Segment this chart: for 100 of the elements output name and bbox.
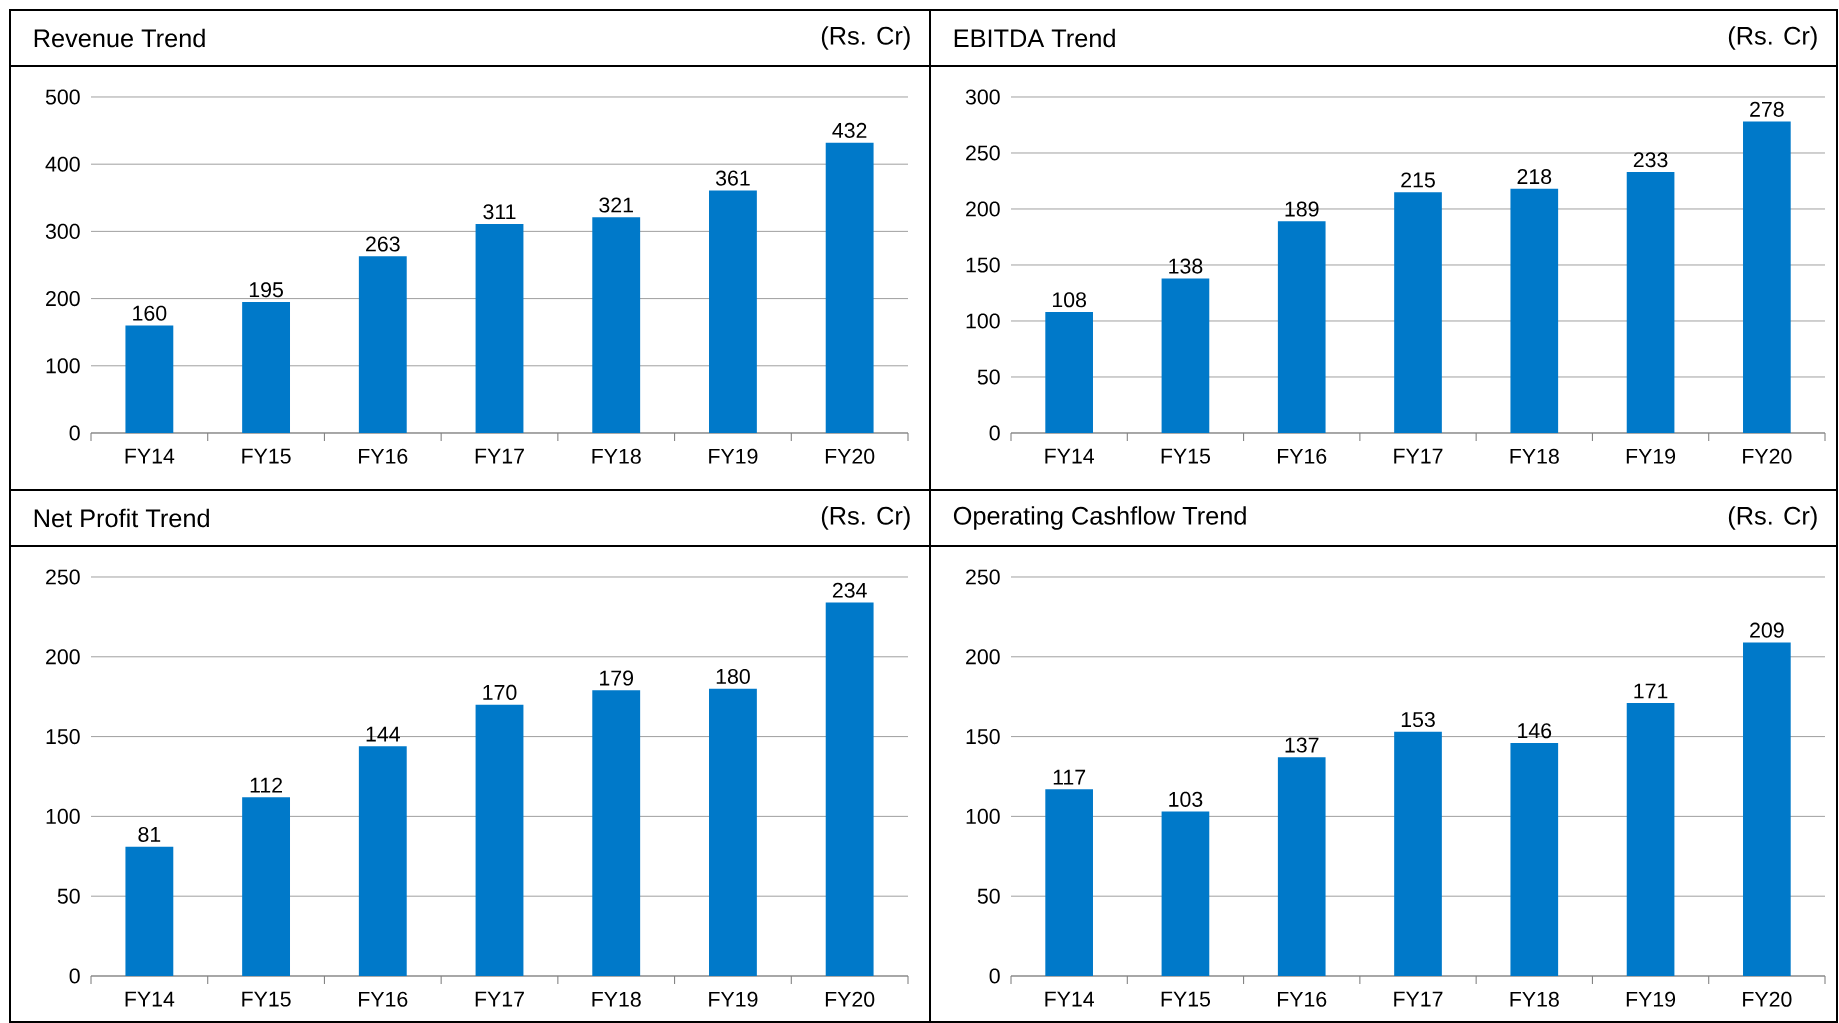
- chart-title: EBITDA Trend: [954, 28, 1115, 48]
- y-tick-label: 50: [57, 888, 80, 904]
- x-tick-label: FY19: [1626, 448, 1676, 464]
- x-tick-label: FY19: [1626, 991, 1676, 1007]
- x-tick-label: FY19: [709, 448, 758, 464]
- bar: [592, 217, 641, 433]
- data-label: 170: [483, 684, 517, 700]
- y-tick-label: 300: [45, 223, 80, 239]
- y-tick-label: 200: [966, 201, 1000, 217]
- data-label: 195: [249, 282, 283, 298]
- bar: [1743, 121, 1791, 433]
- data-label: 103: [1169, 791, 1203, 807]
- chart-title: Revenue Trend: [34, 28, 205, 48]
- chart-title: Net Profit Trend: [34, 508, 209, 528]
- bar: [825, 602, 874, 976]
- y-tick-label: 150: [966, 729, 1000, 745]
- x-tick-label: FY16: [1277, 448, 1327, 464]
- y-tick-label: 0: [989, 425, 1000, 441]
- data-label: 160: [133, 305, 167, 321]
- y-tick-label: 400: [45, 156, 80, 172]
- y-tick-label: 0: [69, 425, 80, 441]
- data-label: 146: [1518, 723, 1552, 739]
- bar: [1045, 789, 1093, 976]
- bar: [1277, 757, 1326, 976]
- bar: [125, 325, 174, 433]
- bar: [1161, 811, 1210, 976]
- bar: [1394, 731, 1442, 976]
- bar: [1161, 278, 1210, 433]
- x-tick-label: FY18: [592, 991, 641, 1007]
- chart-subtitle: (Rs. Cr): [821, 506, 910, 530]
- x-tick-label: FY18: [1510, 448, 1559, 464]
- bar: [1626, 172, 1675, 433]
- x-tick-label: FY14: [125, 991, 175, 1007]
- data-label: 81: [138, 826, 161, 842]
- y-tick-label: 200: [966, 649, 1000, 665]
- y-tick-label: 0: [989, 968, 1000, 984]
- data-label: 432: [832, 122, 867, 138]
- x-tick-label: FY17: [1394, 991, 1443, 1007]
- x-tick-label: FY17: [475, 991, 524, 1007]
- bar: [825, 142, 874, 433]
- bar: [592, 690, 641, 976]
- chart-subtitle: (Rs. Cr): [1728, 26, 1817, 50]
- x-tick-label: FY17: [1394, 448, 1443, 464]
- y-tick-label: 100: [966, 808, 1000, 824]
- data-label: 153: [1401, 711, 1435, 728]
- y-tick-label: 50: [977, 888, 1000, 904]
- x-tick-label: FY16: [359, 991, 408, 1007]
- x-tick-label: FY14: [125, 448, 175, 464]
- y-tick-label: 100: [46, 358, 80, 374]
- data-label: 233: [1633, 152, 1668, 168]
- x-tick-label: FY20: [1743, 991, 1792, 1007]
- y-tick-label: 500: [45, 89, 80, 105]
- data-label: 321: [599, 197, 633, 213]
- bar: [709, 688, 757, 976]
- data-label: 117: [1053, 769, 1086, 785]
- data-label: 215: [1401, 172, 1435, 188]
- data-label: 209: [1750, 622, 1784, 638]
- y-tick-label: 200: [46, 291, 80, 307]
- x-tick-label: FY16: [1277, 991, 1327, 1007]
- bar: [1510, 742, 1559, 976]
- data-label: 234: [832, 582, 867, 598]
- x-tick-label: FY16: [359, 448, 408, 464]
- bar: [358, 256, 407, 433]
- data-label: 138: [1169, 258, 1203, 274]
- y-tick-label: 100: [966, 313, 1000, 329]
- x-tick-label: FY20: [1743, 448, 1792, 464]
- bar: [475, 223, 524, 433]
- y-tick-label: 50: [977, 369, 1000, 385]
- bar: [709, 190, 757, 433]
- y-tick-label: 250: [46, 569, 80, 585]
- y-tick-label: 150: [966, 257, 1000, 273]
- bar: [1626, 703, 1675, 976]
- data-label: 171: [1634, 683, 1668, 699]
- data-label: 218: [1517, 169, 1552, 185]
- x-tick-label: FY15: [1161, 991, 1211, 1007]
- x-tick-label: FY15: [242, 991, 291, 1007]
- bar: [1045, 312, 1093, 433]
- data-label: 180: [716, 668, 750, 684]
- data-label: 361: [715, 170, 750, 186]
- data-label: 112: [250, 777, 283, 793]
- bar: [1510, 188, 1559, 433]
- data-label: 263: [366, 236, 400, 252]
- x-tick-label: FY15: [1161, 448, 1211, 464]
- data-label: 144: [366, 726, 400, 742]
- y-tick-label: 150: [46, 729, 80, 745]
- chart-title: Operating Cashflow Trend: [953, 506, 1246, 530]
- bar: [475, 704, 524, 976]
- data-label: 311: [483, 204, 516, 220]
- chart-subtitle: (Rs. Cr): [821, 26, 910, 50]
- x-tick-label: FY19: [709, 991, 758, 1007]
- x-tick-label: FY18: [1510, 991, 1559, 1007]
- x-tick-label: FY20: [825, 448, 875, 464]
- x-tick-label: FY18: [592, 448, 641, 464]
- y-tick-label: 200: [46, 649, 80, 665]
- bar: [242, 301, 290, 433]
- bar: [358, 746, 407, 976]
- y-tick-label: 300: [965, 89, 1000, 105]
- bar: [1394, 192, 1442, 433]
- data-label: 189: [1285, 201, 1319, 217]
- x-tick-label: FY17: [475, 448, 524, 464]
